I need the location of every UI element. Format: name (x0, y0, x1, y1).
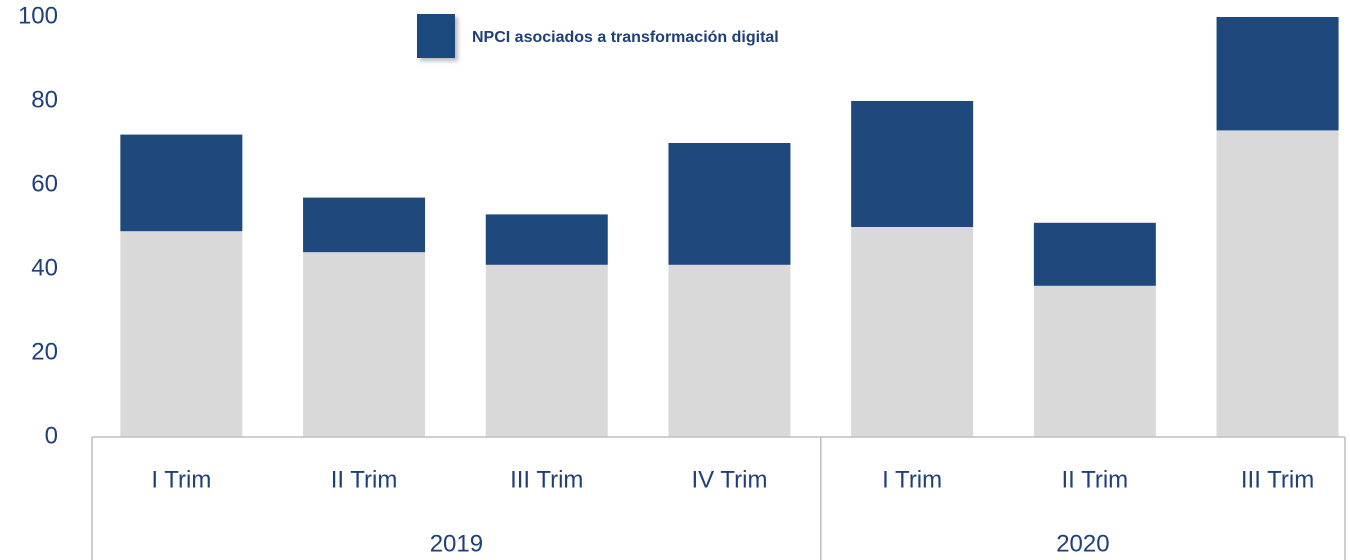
legend-swatch (417, 14, 455, 58)
bar-segment (1216, 130, 1339, 437)
bar-segment (485, 264, 608, 437)
legend-label: NPCI asociados a transformación digital (472, 29, 779, 46)
bar-segment (303, 197, 426, 253)
y-tick-label: 40 (31, 254, 58, 281)
y-tick-label: 80 (31, 86, 58, 113)
bar-segment (851, 227, 974, 437)
x-tick-label: III Trim (1241, 466, 1314, 493)
x-tick-label: III Trim (510, 466, 583, 493)
group-label: 2019 (430, 530, 483, 557)
bar-segment (120, 231, 243, 437)
x-tick-label: II Trim (331, 466, 398, 493)
bar-segment (1033, 285, 1156, 437)
bar-segment (668, 143, 791, 265)
x-tick-label: I Trim (151, 466, 211, 493)
bar-segment (1033, 222, 1156, 286)
y-tick-label: 0 (45, 422, 58, 449)
x-tick-label: IV Trim (691, 466, 767, 493)
y-tick-label: 100 (18, 2, 58, 29)
bar-segment (668, 264, 791, 437)
group-label: 2020 (1056, 530, 1109, 557)
bar-segment (485, 214, 608, 265)
bar-segment (303, 252, 426, 437)
y-tick-label: 60 (31, 170, 58, 197)
bar-segment (851, 101, 974, 227)
y-tick-label: 20 (31, 338, 58, 365)
bar-segment (120, 134, 243, 232)
x-tick-label: I Trim (882, 466, 942, 493)
bar-segment (1216, 17, 1339, 131)
x-tick-label: II Trim (1062, 466, 1129, 493)
